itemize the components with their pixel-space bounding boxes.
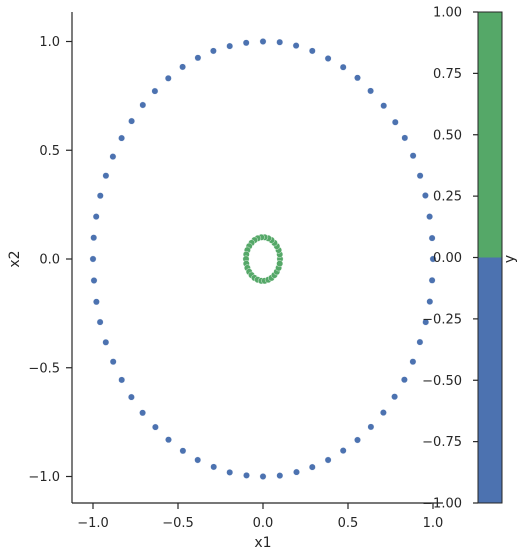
scatter-point	[194, 54, 202, 62]
scatter-point	[428, 234, 436, 242]
x-tick-label: −1.0	[77, 516, 109, 531]
points-layer	[89, 38, 437, 480]
scatter-point	[194, 456, 202, 464]
x-tick-label: 0.0	[253, 516, 274, 531]
scatter-point	[90, 234, 98, 242]
scatter-point	[429, 255, 437, 263]
scatter-point	[96, 318, 104, 326]
scatter-point	[259, 473, 267, 480]
y-tick-label: −0.5	[28, 361, 60, 376]
scatter-point	[367, 87, 374, 95]
colorbar-tick-label: −1.00	[422, 497, 462, 512]
scatter-point	[308, 47, 316, 55]
scatter-point	[426, 213, 433, 221]
scatter-point	[391, 393, 398, 401]
scatter-point	[92, 213, 100, 221]
scatter-point	[367, 423, 375, 431]
colorbar-tick-label: 0.00	[433, 251, 462, 266]
scatter-point	[354, 436, 361, 444]
scatter-point	[139, 101, 147, 109]
colorbar-tick-label: −0.75	[422, 435, 462, 450]
scatter-point	[324, 55, 332, 62]
scatter-point	[391, 118, 399, 126]
scatter-point	[209, 47, 217, 55]
scatter-point	[226, 468, 234, 476]
axes-layer	[71, 12, 443, 504]
scatter-point	[226, 42, 234, 50]
scatter-point	[179, 63, 187, 71]
colorbar-label: y	[502, 255, 518, 263]
scatter-point	[96, 192, 104, 200]
scatter-point	[151, 423, 159, 431]
scatter-point	[128, 117, 136, 125]
colorbar-tick-label: 0.50	[433, 128, 462, 143]
scatter-point	[127, 393, 135, 401]
y-tick-label: −1.0	[28, 470, 60, 485]
y-ticks: −1.0 −0.5 0.0 0.5 1.0	[28, 35, 72, 485]
x-tick-label: 0.5	[338, 516, 359, 531]
colorbar-ticks: 1.00 0.75 0.50 0.25 0.00 −0.25 −0.50 −0.75 −1.00	[422, 6, 478, 512]
y-tick-label: 0.0	[39, 253, 60, 268]
scatter-point	[421, 192, 429, 199]
scatter-point	[102, 172, 110, 180]
scatter-point	[324, 456, 332, 464]
scatter-point	[259, 38, 267, 45]
colorbar-tick-label: 0.75	[433, 67, 462, 82]
scatter-point	[242, 39, 250, 47]
scatter-point	[90, 277, 98, 284]
x-ticks: −1.0 −0.5 0.0 0.5 1.0	[77, 503, 443, 531]
scatter-point	[428, 276, 436, 284]
scatter-point	[165, 436, 172, 444]
scatter-point	[380, 102, 388, 110]
scatter-point	[243, 471, 250, 479]
scatter-point	[409, 358, 417, 366]
scatter-point	[422, 318, 430, 326]
x-tick-label: 1.0	[423, 516, 444, 531]
scatter-point	[409, 152, 417, 160]
scatter-point	[109, 153, 117, 161]
colorbar-tick-label: 1.00	[433, 6, 462, 21]
scatter-point	[400, 376, 408, 384]
scatter-point	[164, 74, 172, 82]
scatter-point	[276, 472, 284, 479]
colorbar-tick-label: 0.25	[433, 190, 462, 205]
y-tick-label: 1.0	[39, 35, 60, 50]
scatter-point	[292, 42, 300, 49]
scatter-point	[354, 74, 361, 82]
scatter-point	[102, 338, 110, 346]
colorbar-tick-label: −0.25	[422, 312, 462, 327]
scatter-point	[416, 172, 424, 180]
scatter-point	[210, 463, 218, 471]
scatter-point	[89, 255, 97, 263]
scatter-point	[118, 376, 126, 384]
scatter-point	[339, 63, 347, 71]
scatter-point	[379, 409, 387, 416]
scatter-point	[93, 298, 100, 306]
x-axis-label: x1	[254, 535, 271, 551]
scatter-point	[426, 298, 434, 305]
inner-ring-series	[242, 233, 284, 285]
scatter-point	[416, 338, 424, 346]
colorbar-tick-label: −0.50	[422, 374, 462, 389]
scatter-point	[401, 134, 409, 142]
scatter-point	[293, 468, 300, 476]
scatter-point	[179, 447, 187, 455]
colorbar-segment	[478, 257, 502, 503]
scatter-point	[308, 463, 316, 471]
scatter-point	[276, 38, 284, 46]
scatter-point	[339, 447, 347, 454]
scatter-point	[151, 87, 159, 95]
outer-ring-series	[89, 38, 437, 480]
colorbar: 1.00 0.75 0.50 0.25 0.00 −0.25 −0.50 −0.75 −1.00…	[422, 6, 518, 512]
scatter-point	[139, 409, 147, 417]
y-tick-label: 0.5	[39, 144, 60, 159]
colorbar-segment	[478, 12, 502, 258]
scatter-point	[276, 260, 284, 267]
y-axis-label: x2	[7, 250, 23, 267]
scatter-point	[109, 358, 117, 366]
x-tick-label: −0.5	[162, 516, 194, 531]
colorbar-segments	[477, 11, 503, 504]
scatter-point	[118, 134, 126, 142]
